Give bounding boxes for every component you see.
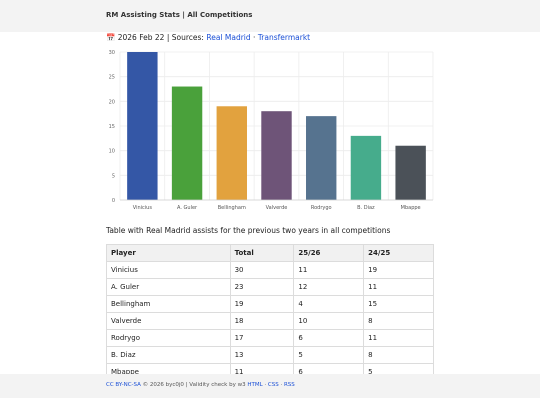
x-tick-label: Rodrygo	[311, 205, 332, 211]
date-text: 2026 Feb 22	[117, 33, 165, 42]
x-tick-label: Valverde	[266, 205, 288, 211]
cell-player: Vinicius	[106, 261, 231, 279]
bar-b-diaz	[350, 135, 382, 200]
table-header-row: Player Total 25/26 24/25	[106, 244, 434, 262]
bar-valverde	[261, 111, 292, 200]
cell-25-26: 10	[293, 312, 365, 330]
table-row: A. Guler 23 12 11	[106, 278, 434, 296]
table-row: Rodrygo 17 6 11	[106, 329, 434, 347]
assists-table: Player Total 25/26 24/25 Vinicius 30 11 …	[106, 244, 434, 381]
page-title: RM Assisting Stats | All Competitions	[106, 11, 253, 19]
y-tick-label: 25	[109, 75, 115, 81]
x-tick-label: Vinicius	[133, 205, 153, 211]
cell-24-25: 11	[363, 278, 434, 296]
cell-total: 18	[229, 312, 295, 330]
cell-total: 17	[229, 329, 295, 347]
rss-link[interactable]: RSS	[283, 382, 295, 388]
cell-24-25: 19	[363, 261, 434, 279]
cell-25-26: 4	[293, 295, 365, 313]
y-tick-label: 15	[109, 124, 115, 130]
y-tick-label: 5	[112, 173, 115, 179]
meta-line: 📅 2026 Feb 22 | Sources: Real Madrid · T…	[106, 33, 311, 42]
x-tick-label: A. Guler	[177, 205, 198, 211]
html-validator-link[interactable]: HTML	[247, 382, 263, 388]
sources-label: Sources:	[171, 33, 204, 42]
bar-rodrygo	[306, 116, 337, 200]
source-separator: ·	[253, 33, 256, 42]
calendar-icon: 📅	[106, 33, 116, 42]
table-row: Vinicius 30 11 19	[106, 261, 434, 279]
cell-24-25: 8	[363, 312, 434, 330]
cell-player: Bellingham	[106, 295, 231, 313]
license-link[interactable]: CC BY-NC-SA	[106, 382, 141, 388]
cell-player: Valverde	[106, 312, 231, 330]
cell-24-25: 8	[363, 346, 434, 364]
copyright-text: © 2026 byc0j0 | Validity check by w3	[142, 382, 246, 388]
header-total: Total	[229, 244, 295, 262]
header-player: Player	[106, 244, 231, 262]
cell-player: B. Diaz	[106, 346, 231, 364]
bar-mbappe	[395, 145, 426, 200]
cell-25-26: 11	[293, 261, 365, 279]
y-tick-label: 10	[109, 149, 115, 155]
css-validator-link[interactable]: CSS	[267, 382, 279, 388]
cell-total: 23	[229, 278, 295, 296]
bar-a-guler	[171, 86, 203, 200]
cell-25-26: 6	[293, 329, 365, 347]
table-row: Bellingham 19 4 15	[106, 295, 434, 313]
page-footer: CC BY-NC-SA © 2026 byc0j0 | Validity che…	[0, 374, 540, 398]
y-tick-label: 30	[109, 50, 115, 56]
x-tick-label: B. Diaz	[357, 205, 375, 211]
cell-24-25: 15	[363, 295, 434, 313]
cell-25-26: 12	[293, 278, 365, 296]
y-tick-label: 20	[109, 99, 115, 105]
cell-player: Rodrygo	[106, 329, 231, 347]
x-tick-label: Bellingham	[218, 205, 246, 211]
cell-25-26: 5	[293, 346, 365, 364]
table-row: B. Diaz 13 5 8	[106, 346, 434, 364]
cell-24-25: 11	[363, 329, 434, 347]
assists-bar-chart-svg: 0 5 10 15 20 25 30 Vinicius A. Guler Bellingham Va…	[109, 50, 434, 211]
bar-vinicius	[127, 52, 158, 200]
cell-total: 13	[229, 346, 295, 364]
cell-total: 19	[229, 295, 295, 313]
page-header: RM Assisting Stats | All Competitions	[0, 0, 540, 32]
header-season-25-26: 25/26	[293, 244, 365, 262]
cell-player: A. Guler	[106, 278, 231, 296]
footer-text: CC BY-NC-SA © 2026 byc0j0 | Validity che…	[106, 382, 295, 388]
header-season-24-25: 24/25	[363, 244, 434, 262]
y-tick-label: 0	[112, 198, 115, 204]
source-link-transfermarkt[interactable]: Transfermarkt	[257, 33, 311, 42]
table-row: Valverde 18 10 8	[106, 312, 434, 330]
source-link-real-madrid[interactable]: Real Madrid	[206, 33, 251, 42]
table-caption: Table with Real Madrid assists for the p…	[106, 226, 391, 235]
bar-bellingham	[216, 106, 247, 200]
x-tick-label: Mbappe	[401, 205, 421, 211]
cell-total: 30	[229, 261, 295, 279]
